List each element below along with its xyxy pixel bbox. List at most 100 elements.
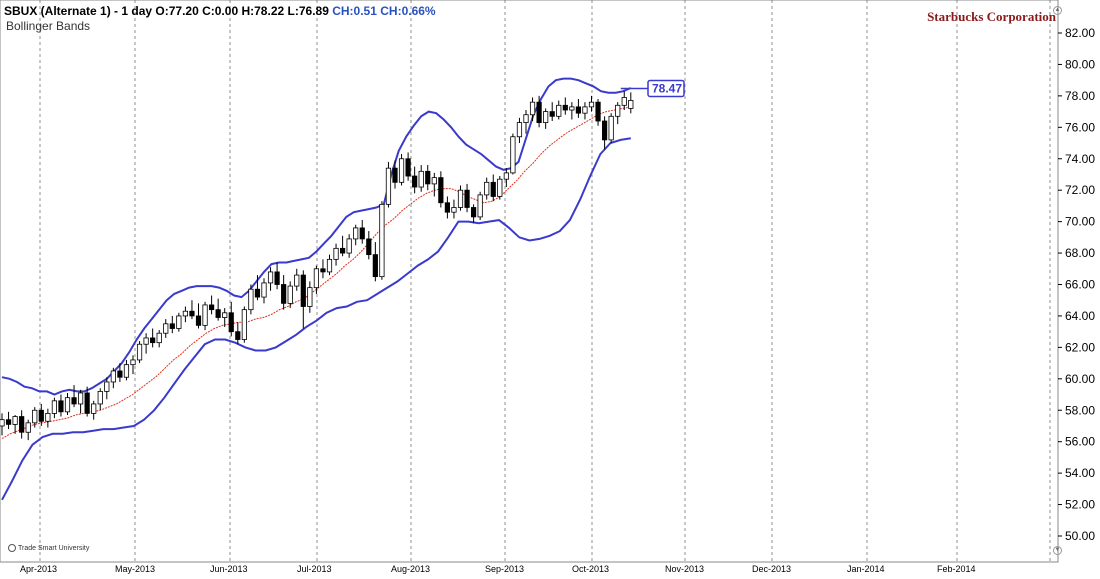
x-tick-label: Apr-2013 <box>20 564 57 574</box>
candle-body <box>248 288 254 311</box>
x-tick-label: Nov-2013 <box>665 564 704 574</box>
candle-body <box>78 392 84 405</box>
candle-body <box>326 258 333 273</box>
candle-body <box>385 167 392 205</box>
candle-body <box>412 175 418 188</box>
symbol-label: SBUX (Alternate 1) - 1 day <box>4 4 153 18</box>
watermark-text: Trade Smart University <box>18 544 90 552</box>
candle-body <box>477 194 483 218</box>
candle-body <box>32 409 38 424</box>
candle-body <box>510 136 516 174</box>
x-tick-label: Dec-2013 <box>752 564 791 574</box>
globe-icon <box>8 544 16 552</box>
candle-body <box>58 400 64 413</box>
candle-body <box>628 100 634 109</box>
candle-body <box>5 419 12 425</box>
candle-body <box>150 337 156 344</box>
candle-body <box>235 331 241 340</box>
x-tick-label: Sep-2013 <box>485 564 524 574</box>
candle-body <box>595 101 601 122</box>
candle-body <box>484 181 490 196</box>
candle-body <box>346 238 352 254</box>
candle-body <box>45 412 51 422</box>
candle-body <box>588 101 595 108</box>
candle-body <box>51 400 58 414</box>
candle-body <box>222 312 228 318</box>
y-tick-label: 62.00 <box>1065 340 1095 354</box>
last-price-box <box>647 79 685 98</box>
candle-body <box>497 178 503 197</box>
candle-body <box>97 390 103 405</box>
x-tick-label: Jul-2013 <box>297 564 332 574</box>
low-value: L:76.89 <box>287 4 329 18</box>
candle-body <box>516 122 523 138</box>
scroll-up-icon[interactable]: ▲ <box>1053 6 1062 15</box>
candle-body <box>294 274 300 287</box>
candle-body <box>71 397 77 405</box>
candle-body <box>379 203 385 278</box>
y-tick-label: 52.00 <box>1065 498 1095 512</box>
candle-body <box>300 274 306 307</box>
y-tick-label: 50.00 <box>1065 529 1095 543</box>
candle-body <box>241 309 247 340</box>
candle-body <box>176 315 182 329</box>
scroll-down-icon[interactable]: ▼ <box>1053 546 1062 555</box>
candle-body <box>64 397 71 413</box>
candle-body <box>569 106 575 111</box>
candle-body <box>543 111 549 123</box>
candle-body <box>359 227 365 240</box>
watermark: Trade Smart University <box>8 544 89 552</box>
x-tick-label: Feb-2014 <box>937 564 976 574</box>
candle-body <box>608 115 614 141</box>
last-price-label: 78.47 <box>652 81 682 95</box>
y-tick-label: 56.00 <box>1065 435 1095 449</box>
candle-body <box>582 106 588 114</box>
candle-body <box>536 101 542 123</box>
candle-body <box>372 254 378 278</box>
candle-body <box>333 247 339 260</box>
candle-body <box>398 158 405 183</box>
candle-body <box>274 271 280 285</box>
candle-body <box>438 177 444 204</box>
y-tick-label: 76.00 <box>1065 120 1095 134</box>
y-tick-label: 78.00 <box>1065 89 1095 103</box>
x-tick-label: Jun-2013 <box>210 564 248 574</box>
y-tick-label: 82.00 <box>1065 26 1095 40</box>
candle-body <box>84 392 90 414</box>
y-tick-label: 58.00 <box>1065 403 1095 417</box>
candle-body <box>208 304 215 311</box>
candle-body <box>490 181 496 197</box>
y-tick-label: 68.00 <box>1065 246 1095 260</box>
candle-body <box>195 315 202 326</box>
x-tick-label: Oct-2013 <box>572 564 609 574</box>
candle-body <box>104 381 110 392</box>
plot-frame <box>0 0 1059 563</box>
candle-body <box>163 323 169 334</box>
lower-band-line <box>1 137 631 501</box>
candle-body <box>38 409 44 422</box>
candle-body <box>615 104 621 117</box>
candle-body <box>431 177 437 185</box>
candle-body <box>117 370 123 378</box>
candle-body <box>366 238 372 256</box>
candle-body <box>339 247 346 254</box>
candle-body <box>130 359 136 366</box>
candle-body <box>621 97 627 106</box>
candle-body <box>136 343 143 361</box>
candle-body <box>575 106 582 114</box>
candle-body <box>169 323 175 329</box>
y-tick-label: 60.00 <box>1065 372 1095 386</box>
close-value: C:0.00 <box>202 4 239 18</box>
candle-body <box>418 170 424 188</box>
x-tick-label: Jan-2014 <box>847 564 885 574</box>
candle-body <box>110 370 116 383</box>
candle-body <box>602 120 608 141</box>
y-tick-label: 70.00 <box>1065 215 1095 229</box>
candle-body <box>215 309 221 318</box>
candle-body <box>523 114 529 123</box>
candle-body <box>503 172 509 180</box>
candle-body <box>123 364 130 378</box>
candle-body <box>182 310 188 317</box>
x-tick-label: Aug-2013 <box>391 564 430 574</box>
